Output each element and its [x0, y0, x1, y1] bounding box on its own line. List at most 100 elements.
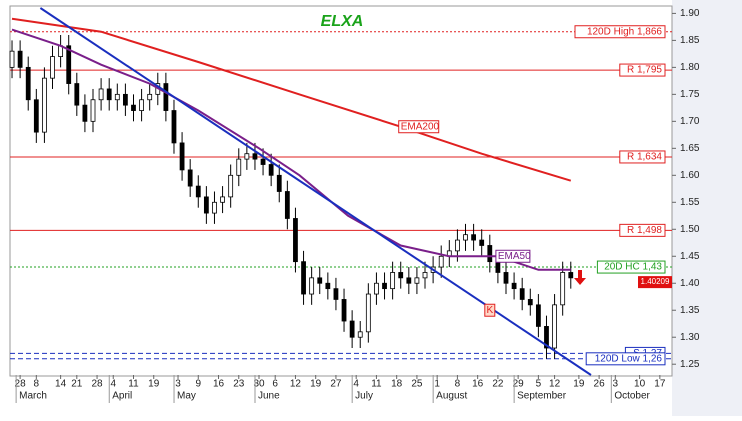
- y-tick-label: 1.35: [680, 305, 700, 316]
- candle-body: [244, 153, 250, 160]
- candle-body: [131, 104, 136, 111]
- candle-body: [365, 293, 371, 333]
- candle-body: [552, 304, 557, 349]
- candle-body: [422, 272, 428, 279]
- candle-body: [42, 77, 47, 133]
- candle-body: [74, 83, 80, 106]
- level-label: 20D HC 1,43: [604, 262, 662, 273]
- x-tick-label: 22: [492, 379, 504, 390]
- level-label-box: [585, 352, 666, 366]
- line-label: EMA200: [401, 121, 440, 132]
- candle-body: [187, 169, 193, 187]
- candle-body: [325, 282, 331, 290]
- x-tick-label: 18: [391, 379, 403, 390]
- x-tick-label: 11: [371, 379, 382, 390]
- month-label: May: [177, 391, 196, 402]
- candle-body: [544, 326, 549, 349]
- axis-panel: [672, 0, 742, 416]
- candle-body: [50, 56, 55, 79]
- level-label: 120D Low 1,26: [595, 353, 663, 364]
- month-label: August: [436, 391, 467, 402]
- month-label: April: [112, 391, 132, 402]
- candle-body: [309, 277, 315, 295]
- candle-body: [495, 261, 501, 273]
- y-tick-label: 1.40: [680, 278, 700, 289]
- x-tick-label: 27: [330, 379, 342, 390]
- candle-body: [17, 50, 23, 68]
- plot-frame: [9, 5, 673, 377]
- x-tick-label: 4: [110, 379, 116, 390]
- candle-body: [390, 272, 396, 290]
- x-tick-label: 11: [128, 379, 139, 390]
- line-label-box: [398, 120, 440, 134]
- candle-body: [471, 234, 477, 241]
- x-tick-label: 4: [353, 379, 359, 390]
- candle-body: [349, 320, 355, 338]
- marker-box: [484, 303, 496, 317]
- candle-body: [276, 174, 282, 192]
- candle-body: [82, 104, 88, 122]
- level-label-box: [619, 223, 666, 237]
- level-label-box: [619, 150, 666, 164]
- candle-body: [414, 277, 420, 284]
- x-tick-label: 10: [634, 379, 646, 390]
- candle-body: [487, 245, 493, 263]
- candle-body: [203, 196, 209, 214]
- x-tick-label: 6: [272, 379, 278, 390]
- candle-body: [560, 272, 566, 306]
- level-label-box: [574, 25, 666, 39]
- indicator-line: [39, 7, 592, 376]
- candle-body: [503, 272, 509, 284]
- candle-body: [284, 191, 290, 219]
- candle-body: [139, 99, 144, 111]
- x-tick-label: 12: [290, 379, 302, 390]
- candle-body: [317, 277, 323, 284]
- candle-body: [535, 304, 541, 327]
- month-label: September: [517, 391, 567, 402]
- x-tick-label: 23: [233, 379, 245, 390]
- candle-body: [341, 299, 347, 322]
- candle-body: [90, 99, 96, 122]
- y-tick-label: 1.50: [680, 224, 700, 235]
- y-tick-label: 1.45: [680, 251, 700, 262]
- x-tick-label: 17: [654, 379, 666, 390]
- candle-body: [406, 277, 412, 284]
- candle-body: [301, 261, 306, 295]
- month-label: July: [355, 391, 373, 402]
- x-tick-label: 28: [15, 379, 27, 390]
- x-tick-label: 5: [536, 379, 542, 390]
- x-tick-label: 9: [195, 379, 201, 390]
- line-label-box: [495, 249, 531, 263]
- x-tick-label: 3: [613, 379, 619, 390]
- candle-body: [374, 282, 379, 295]
- candle-body: [527, 299, 533, 306]
- candle-body: [212, 201, 217, 214]
- x-tick-label: 25: [411, 379, 423, 390]
- x-tick-label: 19: [573, 379, 585, 390]
- x-tick-label: 19: [310, 379, 322, 390]
- y-tick-label: 1.80: [680, 62, 700, 73]
- x-tick-label: 3: [175, 379, 181, 390]
- candle-body: [114, 93, 120, 101]
- candle-body: [268, 164, 274, 176]
- y-tick-label: 1.90: [680, 8, 700, 19]
- candle-body: [106, 88, 112, 101]
- x-tick-label: 30: [253, 379, 265, 390]
- y-tick-label: 1.70: [680, 116, 700, 127]
- level-label: R 1,634: [627, 152, 662, 163]
- x-tick-label: 29: [513, 379, 525, 390]
- level-label: R 1,498: [627, 225, 662, 236]
- y-tick-label: 1.75: [680, 89, 700, 100]
- y-tick-label: 1.65: [680, 143, 700, 154]
- candle-body: [25, 66, 31, 101]
- last-price-label: 1.40209: [641, 277, 670, 286]
- candle-body: [568, 272, 574, 279]
- x-tick-label: 28: [91, 379, 103, 390]
- candle-body: [357, 331, 363, 338]
- candle-body: [171, 110, 177, 144]
- month-label: June: [258, 391, 280, 402]
- candle-body: [98, 88, 104, 101]
- candle-body: [479, 239, 485, 246]
- candle-body: [293, 218, 298, 263]
